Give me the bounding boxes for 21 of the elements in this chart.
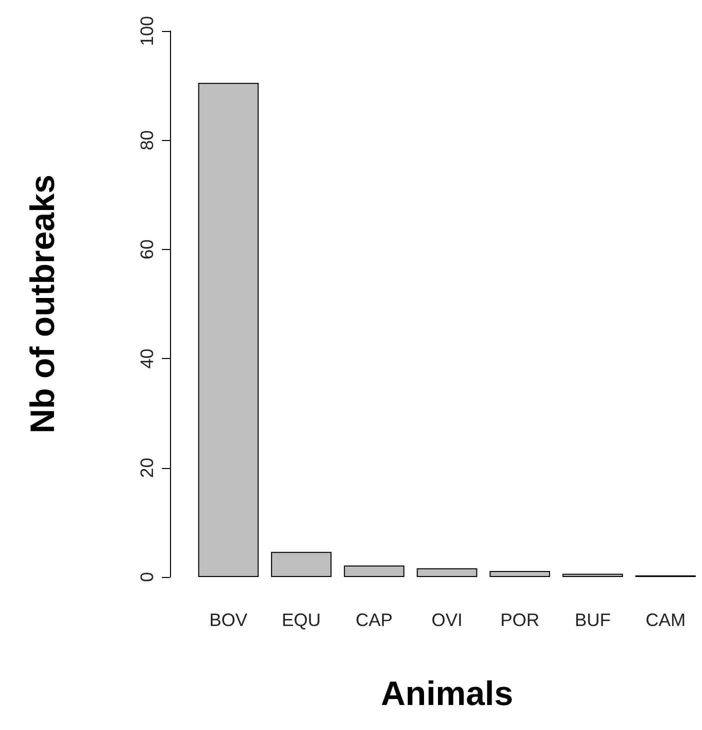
bar: [490, 570, 550, 577]
y-tick-label: 80: [137, 130, 157, 150]
bar: [271, 552, 332, 577]
y-axis-title: Nb of outbreaks: [24, 174, 62, 434]
x-tick-label: CAP: [356, 610, 393, 630]
x-tick-label: BOV: [209, 610, 248, 630]
y-tick-label: 60: [137, 239, 157, 260]
y-tick-label: 100: [137, 16, 157, 46]
x-axis-title: Animals: [380, 675, 514, 713]
x-tick-label: CAM: [646, 610, 686, 630]
bar: [416, 568, 478, 577]
x-tick-label: BUF: [574, 610, 611, 630]
x-tick-label: EQU: [282, 610, 321, 630]
y-tick-label: 40: [137, 348, 157, 369]
bar: [562, 574, 623, 577]
y-tick-label: 0: [137, 572, 157, 582]
x-tick-label: OVI: [431, 610, 463, 630]
bar: [344, 566, 404, 577]
bar: [198, 82, 259, 577]
y-tick-label: 20: [137, 458, 157, 478]
x-tick-label: POR: [500, 610, 540, 630]
